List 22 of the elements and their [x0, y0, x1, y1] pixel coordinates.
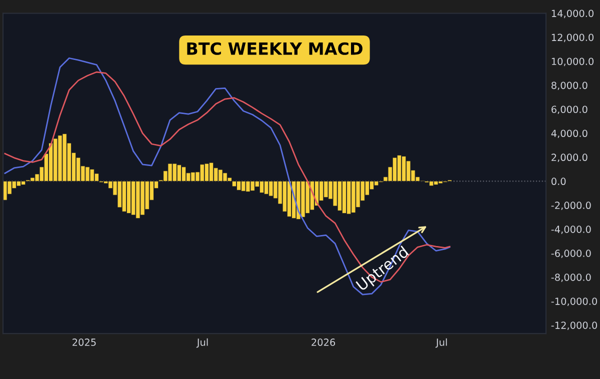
y-tick-label: 14,000.0 — [552, 10, 594, 18]
y-tick-label: -6,000.0 — [551, 250, 591, 258]
bar — [126, 180, 132, 214]
y-tick-label: 10,000.0 — [552, 58, 594, 66]
y-tick-label: 4,000.0 — [551, 130, 588, 138]
x-tick-label: 2026 — [312, 338, 336, 346]
bar — [286, 180, 292, 217]
bar — [342, 180, 347, 214]
x-tick-label: Jul — [196, 338, 208, 348]
y-tick-label: 2,000.0 — [552, 154, 588, 162]
y-tick-label: 6,000.0 — [552, 106, 588, 114]
y-tick-label: -8,000.0 — [551, 274, 591, 282]
text: BTC WEEKLY MACD — [187, 42, 362, 55]
y-tick-label: 8,000.0 — [552, 82, 588, 90]
y-tick-label: -4,000.0 — [551, 226, 591, 234]
y-tick-label: -2,000.0 — [551, 202, 591, 210]
y-tick-label: 0.0 — [552, 178, 566, 186]
y-tick-label: -12,000.0 — [551, 322, 598, 330]
x-tick-label: Jul — [435, 338, 447, 348]
y-tick-label: -10,000.0 — [551, 298, 598, 306]
y-tick-label: 12,000.0 — [552, 34, 594, 42]
x-tick-label: 2025 — [72, 338, 96, 346]
